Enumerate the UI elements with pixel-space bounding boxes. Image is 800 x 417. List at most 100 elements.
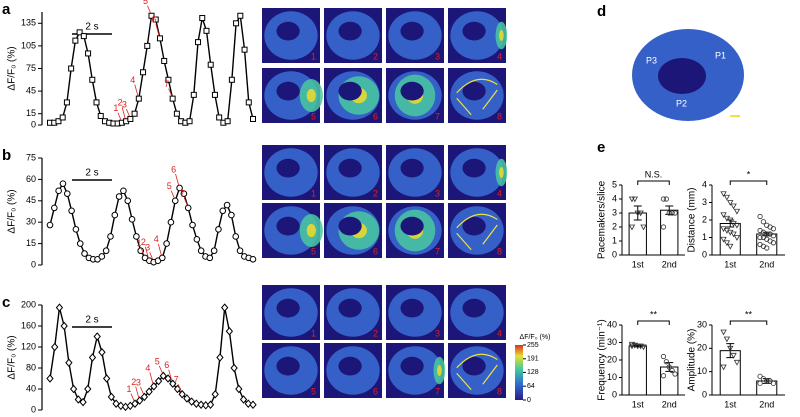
y-tick-label: 20 — [697, 343, 707, 353]
activity-core — [499, 30, 504, 41]
point — [669, 210, 675, 216]
annotation: 6 — [151, 15, 156, 25]
annotation-arrow — [149, 251, 154, 260]
frame-number: 1 — [311, 188, 316, 198]
annotation: 2 — [131, 377, 136, 387]
marker — [131, 110, 138, 117]
panel-label: e — [597, 139, 605, 156]
annotation-arrow — [170, 190, 175, 198]
point — [764, 231, 770, 237]
site-label: P3 — [646, 55, 657, 65]
annotation-arrow — [140, 247, 145, 256]
y-tick-label: 4 — [702, 179, 707, 189]
annotation-arrow — [125, 108, 130, 117]
y-tick-label: 30 — [26, 217, 36, 227]
trace — [49, 182, 254, 263]
x-tick-label: 2nd — [662, 259, 677, 269]
annotation-arrow — [135, 386, 140, 398]
frame-number: 4 — [497, 51, 502, 61]
annotation: 4 — [130, 75, 135, 85]
annotation-arrow — [168, 369, 173, 381]
marker — [235, 384, 243, 394]
frame-number: 7 — [435, 246, 440, 256]
point — [757, 213, 763, 220]
marker — [163, 240, 170, 247]
scale-bar-label: 2 s — [85, 168, 98, 179]
scale-bar-label: 2 s — [85, 22, 98, 33]
frame-number: 4 — [497, 328, 502, 338]
marker — [72, 37, 79, 44]
marker — [244, 399, 252, 408]
colorbar — [515, 345, 523, 400]
annotation: 3 — [136, 377, 141, 387]
point — [640, 224, 647, 231]
marker — [173, 110, 180, 117]
y-tick-label: 0 — [612, 389, 617, 399]
lumen — [276, 216, 300, 236]
lumen — [462, 158, 486, 178]
marker — [68, 207, 75, 215]
lumen — [462, 216, 486, 236]
y-tick-label: 75 — [26, 152, 36, 162]
marker — [133, 233, 140, 240]
propagation-arrows — [456, 353, 498, 391]
point — [628, 343, 636, 350]
y-tick-label: 10 — [607, 372, 617, 382]
annotation-arrow — [149, 372, 154, 384]
marker — [68, 65, 75, 72]
marker — [192, 399, 201, 408]
frame-number: 3 — [435, 51, 440, 61]
y-tick-label: 0 — [31, 259, 36, 269]
marker — [186, 118, 193, 125]
annotation-arrow — [168, 88, 173, 96]
annotation-arrow — [117, 112, 122, 120]
point — [770, 240, 777, 246]
lumen — [400, 298, 424, 318]
marker — [76, 240, 84, 247]
annotation: 1 — [126, 384, 131, 394]
lumen — [276, 21, 300, 41]
activity-core — [437, 365, 442, 376]
frame-number: 5 — [311, 246, 316, 256]
marker — [228, 211, 235, 219]
marker — [115, 193, 123, 200]
marker — [219, 207, 227, 215]
marker — [203, 27, 210, 34]
y-tick-label: 160 — [21, 320, 36, 330]
marker — [154, 376, 163, 386]
annotation: 6 — [171, 164, 176, 174]
marker — [176, 184, 183, 192]
x-tick-label: 2nd — [662, 399, 677, 409]
marker — [221, 303, 229, 312]
marker — [250, 115, 256, 122]
y-tick-label: 120 — [21, 341, 36, 351]
marker — [156, 35, 163, 42]
point — [672, 371, 678, 377]
y-tick-label: 0 — [31, 404, 36, 414]
marker — [225, 326, 234, 336]
marker — [72, 226, 80, 233]
y-tick-label: 0 — [702, 249, 707, 259]
marker — [169, 95, 176, 102]
marker — [111, 211, 119, 219]
panel-label: a — [2, 1, 11, 18]
marker — [165, 76, 172, 83]
significance: * — [747, 169, 751, 179]
frame-number: 2 — [373, 51, 378, 61]
point — [669, 367, 675, 374]
marker — [224, 118, 231, 125]
marker — [178, 389, 186, 399]
significance-bracket — [729, 180, 768, 185]
point — [672, 210, 678, 216]
marker — [88, 353, 97, 362]
lumen — [400, 21, 424, 41]
y-tick-label: 15 — [26, 108, 36, 118]
y-tick-label: 15 — [26, 238, 36, 248]
propagation-arrows — [456, 78, 498, 116]
point — [733, 208, 741, 215]
annotation: 4 — [154, 234, 159, 244]
y-tick-label: 30 — [607, 337, 617, 347]
point — [660, 224, 667, 230]
frame-number: 7 — [435, 386, 440, 396]
